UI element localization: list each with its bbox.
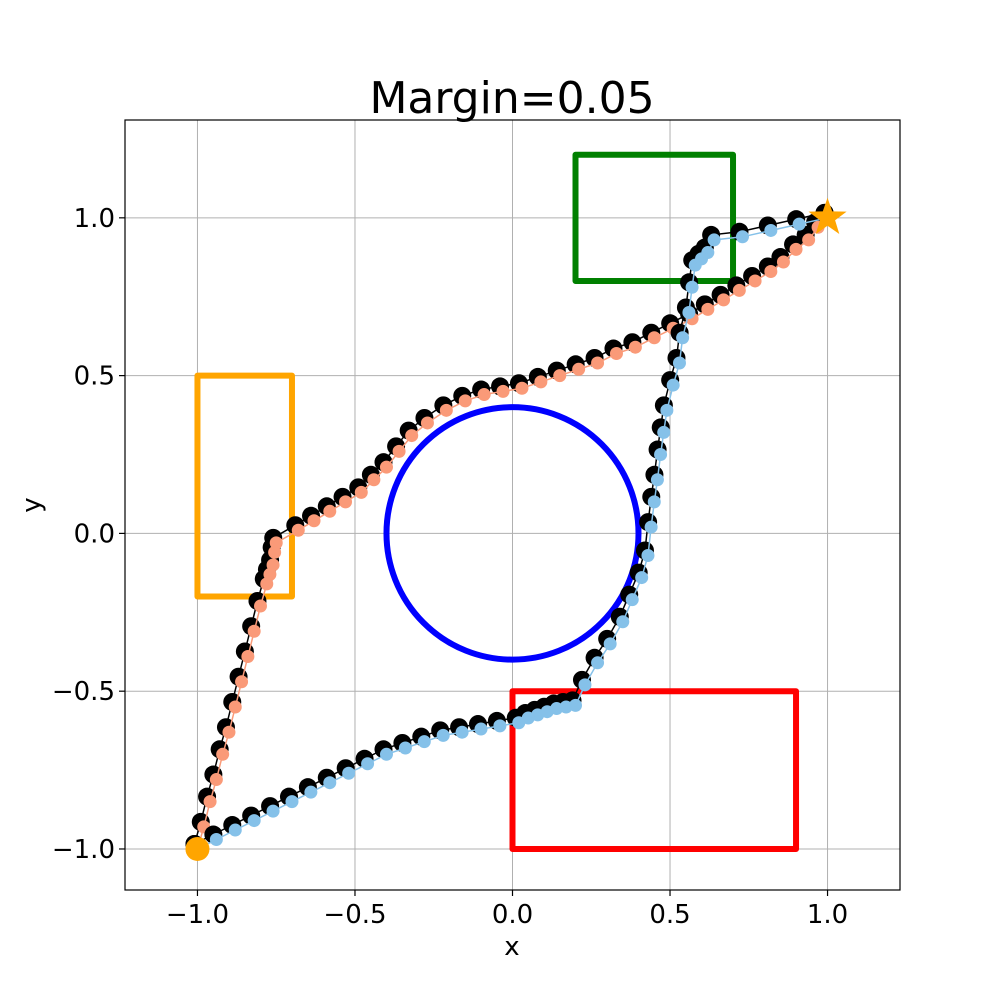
y-tick-label: 0.0 <box>74 519 115 549</box>
x-tick-label: −1.0 <box>166 900 229 930</box>
obstacle-circle <box>383 404 642 663</box>
obstacle-rect <box>572 151 737 284</box>
obstacle-rect <box>509 688 800 852</box>
trajectory-line <box>197 217 828 850</box>
x-ticks: −1.0 −0.5 0.0 0.5 1.0 <box>166 890 848 930</box>
x-tick-label: 0.0 <box>492 900 533 930</box>
chart-title: Margin=0.05 <box>369 73 654 124</box>
goal-star-marker <box>808 197 847 234</box>
x-tick-label: 0.5 <box>649 900 690 930</box>
trajectory-1 <box>185 203 835 856</box>
trajectory-2 <box>185 203 835 856</box>
x-tick-label: −0.5 <box>323 900 386 930</box>
series-layer <box>185 203 835 856</box>
trajectory-line <box>196 217 829 850</box>
y-axis-label: y <box>17 497 47 512</box>
trajectory-shadow-line <box>193 212 826 845</box>
y-tick-label: −0.5 <box>52 677 115 707</box>
start-marker <box>185 836 210 861</box>
y-ticks: −1.0 −0.5 0.0 0.5 1.0 <box>52 204 125 865</box>
obstacle-rect <box>194 372 295 600</box>
markers <box>185 197 847 861</box>
x-tick-label: 1.0 <box>807 900 848 930</box>
y-tick-label: 0.5 <box>74 362 115 392</box>
x-axis-label: x <box>504 932 519 962</box>
y-tick-label: 1.0 <box>74 204 115 234</box>
obstacles <box>194 151 800 852</box>
y-tick-label: −1.0 <box>52 835 115 865</box>
